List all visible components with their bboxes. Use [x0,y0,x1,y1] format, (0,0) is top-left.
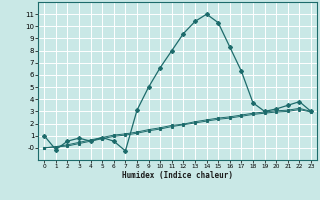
X-axis label: Humidex (Indice chaleur): Humidex (Indice chaleur) [122,171,233,180]
